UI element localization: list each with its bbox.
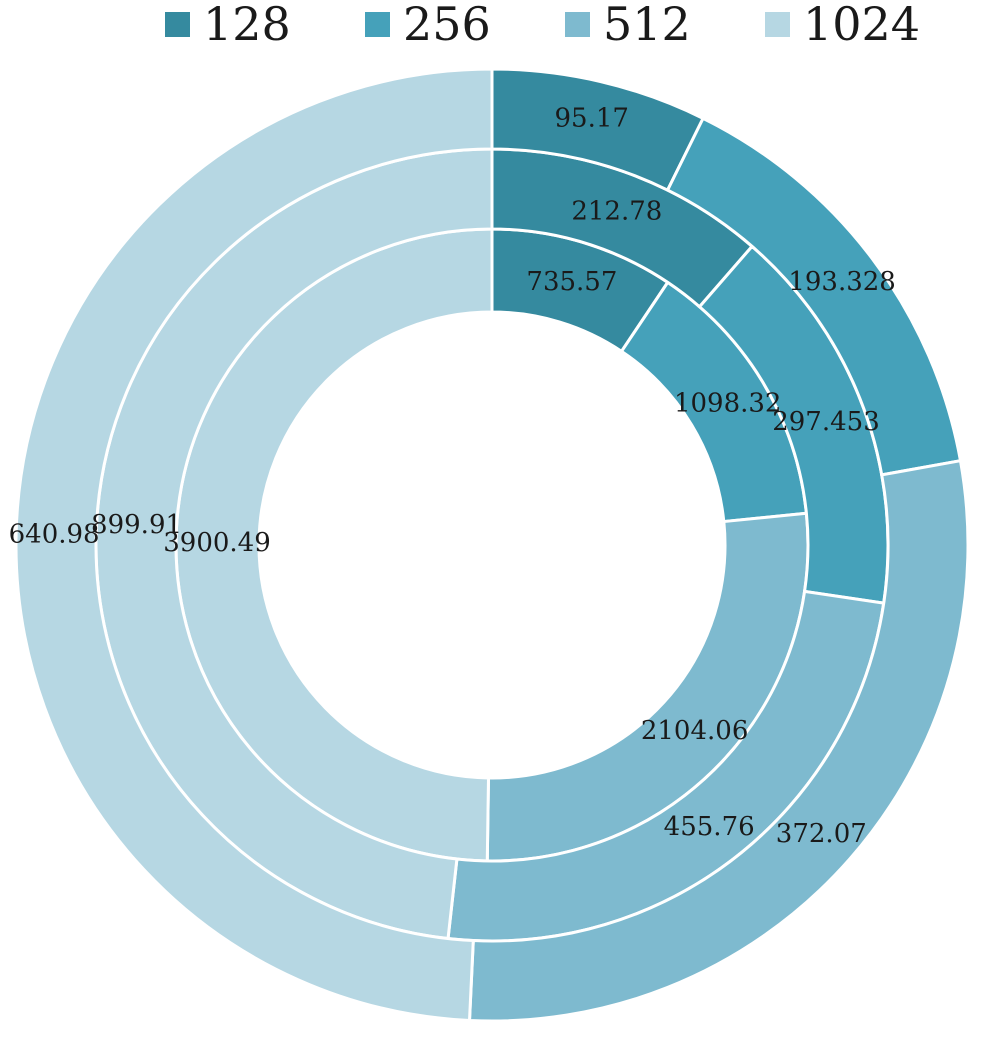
data-labels: 735.57 1098.32 2104.06 3900.49 212.78 297.453… — [9, 104, 896, 849]
rings — [14, 67, 970, 1023]
legend: 128 256 512 1024 — [165, 0, 920, 51]
legend-swatch-256 — [365, 12, 390, 37]
data-label: 297.453 — [772, 407, 880, 437]
legend-label-256: 256 — [403, 0, 491, 51]
data-label: 193.328 — [788, 267, 896, 297]
data-label: 372.07 — [776, 819, 867, 849]
legend-swatch-128 — [165, 12, 190, 37]
data-label: 455.76 — [664, 812, 755, 842]
legend-label-512: 512 — [603, 0, 691, 51]
data-label: 3900.49 — [163, 528, 271, 558]
data-label: 735.57 — [526, 267, 617, 297]
data-label: 1098.32 — [674, 388, 782, 418]
data-label: 95.17 — [555, 104, 629, 134]
data-label: 212.78 — [571, 197, 662, 227]
ring-3-segment-1024 — [14, 67, 494, 1023]
legend-label-1024: 1024 — [803, 0, 920, 51]
ring-3-segment-512 — [467, 458, 970, 1023]
legend-swatch-512 — [565, 12, 590, 37]
legend-swatch-1024 — [765, 12, 790, 37]
data-label: 640.98 — [9, 520, 100, 550]
legend-label-128: 128 — [203, 0, 291, 51]
data-label: 2104.06 — [641, 716, 749, 746]
data-label: 899.91 — [91, 510, 182, 540]
